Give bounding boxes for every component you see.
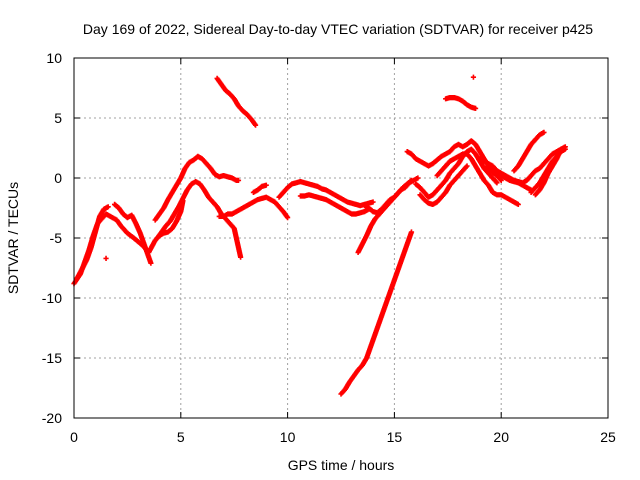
chart-title: Day 169 of 2022, Sidereal Day-to-day VTE… [83,21,593,37]
x-axis-label: GPS time / hours [288,457,395,473]
grid-lines [74,58,608,418]
data-series-arc-z [532,144,568,198]
data-series-arc-h [214,75,259,128]
data-series-arc-u [470,74,477,80]
y-tick-label: 5 [54,110,62,126]
data-series-arc-s [434,151,521,207]
axis-ticks [73,57,609,419]
y-axis-label: SDTVAR / TECUs [5,182,21,294]
data-point [408,229,415,235]
data-point [370,199,376,205]
data-point [263,182,269,188]
data-series-arc-g [154,179,244,260]
data-series-arc-r [417,163,470,207]
data-point [148,260,154,266]
data-series-arc-l [297,192,372,217]
data-series-arc-d [111,201,154,266]
data-points [71,74,568,397]
x-tick-label: 15 [387,429,403,445]
y-tick-label: -10 [42,290,62,306]
data-point [494,180,500,186]
data-series-arc-f [152,153,242,223]
data-point [498,177,504,183]
data-series-arc-p [404,138,504,183]
tick-labels: 0 5 10 15 20 25 -20 -15 -10 -5 0 5 10 [42,50,616,445]
data-series-arc-m [338,229,415,397]
data-point [562,144,568,150]
y-tick-label: 0 [54,170,62,186]
data-point [515,201,521,207]
data-point [235,177,242,183]
data-point [472,105,479,111]
data-series-arc-c [103,255,109,261]
data-series-arc-k [276,179,376,209]
x-tick-label: 20 [493,429,509,445]
x-tick-label: 0 [70,429,78,445]
y-tick-label: -20 [42,410,62,426]
y-tick-label: 10 [46,50,62,66]
data-series-arc-j [250,182,269,195]
y-tick-label: -15 [42,350,62,366]
data-point [285,215,291,221]
data-point [105,204,111,210]
data-point [464,163,470,169]
data-series-arc-q [413,146,500,200]
data-point [541,129,547,135]
data-series-arc-b [73,204,111,283]
data-point [470,74,477,80]
x-tick-label: 5 [177,429,185,445]
data-series-arc-w [481,165,534,193]
data-point [252,122,259,128]
data-series-arc-x [511,129,547,174]
data-point [103,255,109,261]
y-tick-label: -5 [50,230,63,246]
data-point [408,177,415,183]
data-point [415,175,421,181]
data-point [238,254,244,260]
x-tick-label: 10 [280,429,296,445]
data-series-arc-t [443,95,479,111]
data-series-arc-n [355,175,421,255]
data-series-arc-i [216,194,291,221]
data-series-arc-o [361,177,415,216]
x-tick-label: 25 [600,429,616,445]
